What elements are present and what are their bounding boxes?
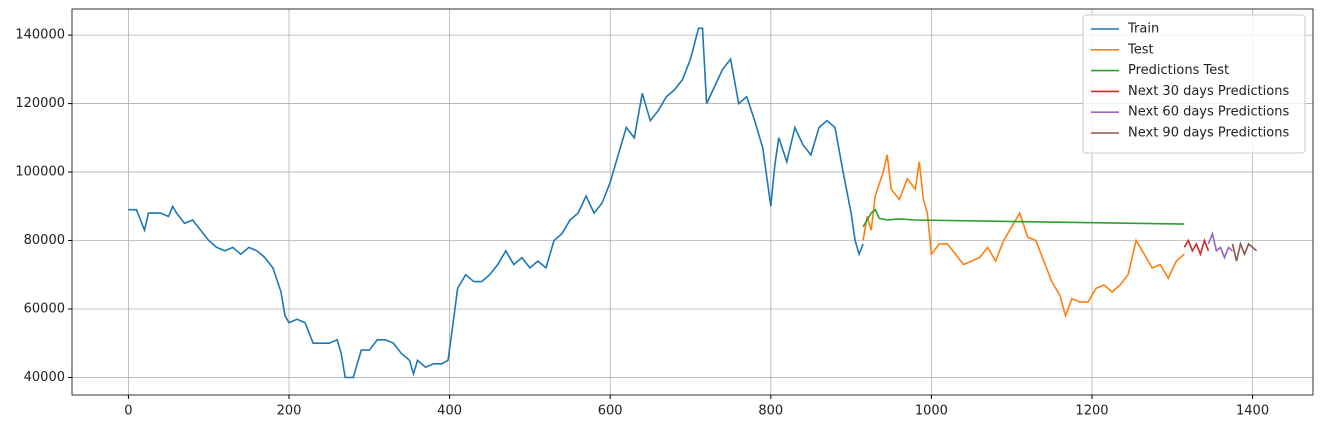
y-tick-label: 140000 xyxy=(15,28,65,43)
series-line xyxy=(1207,231,1234,260)
x-tick-label: 1000 xyxy=(915,404,948,419)
series-line xyxy=(1183,238,1210,257)
legend-label: Train xyxy=(1127,22,1159,37)
legend-label: Predictions Test xyxy=(1128,63,1229,78)
y-tick-label: 100000 xyxy=(15,165,65,180)
x-tick-label: 600 xyxy=(598,404,623,419)
legend-label: Next 60 days Predictions xyxy=(1128,105,1289,120)
y-tick-label: 120000 xyxy=(15,96,65,111)
plot-frame xyxy=(71,8,1314,396)
x-tick-label: 1400 xyxy=(1236,404,1269,419)
series-line xyxy=(1231,241,1258,262)
y-tick-label: 80000 xyxy=(24,233,65,248)
x-tick-label: 800 xyxy=(758,404,783,419)
legend-label: Test xyxy=(1127,42,1154,57)
x-tick-label: 1200 xyxy=(1075,404,1108,419)
legend-label: Next 30 days Predictions xyxy=(1128,84,1289,99)
legend-box xyxy=(1082,14,1306,154)
y-tick-label: 40000 xyxy=(24,370,65,385)
y-tick-label: 60000 xyxy=(24,301,65,316)
x-tick-label: 200 xyxy=(277,404,302,419)
series-line xyxy=(862,154,1185,319)
x-tick-label: 400 xyxy=(437,404,462,419)
x-tick-label: 0 xyxy=(124,404,132,419)
legend-label: Next 90 days Predictions xyxy=(1128,126,1289,141)
series-line xyxy=(128,27,864,379)
series-line xyxy=(862,208,1185,228)
